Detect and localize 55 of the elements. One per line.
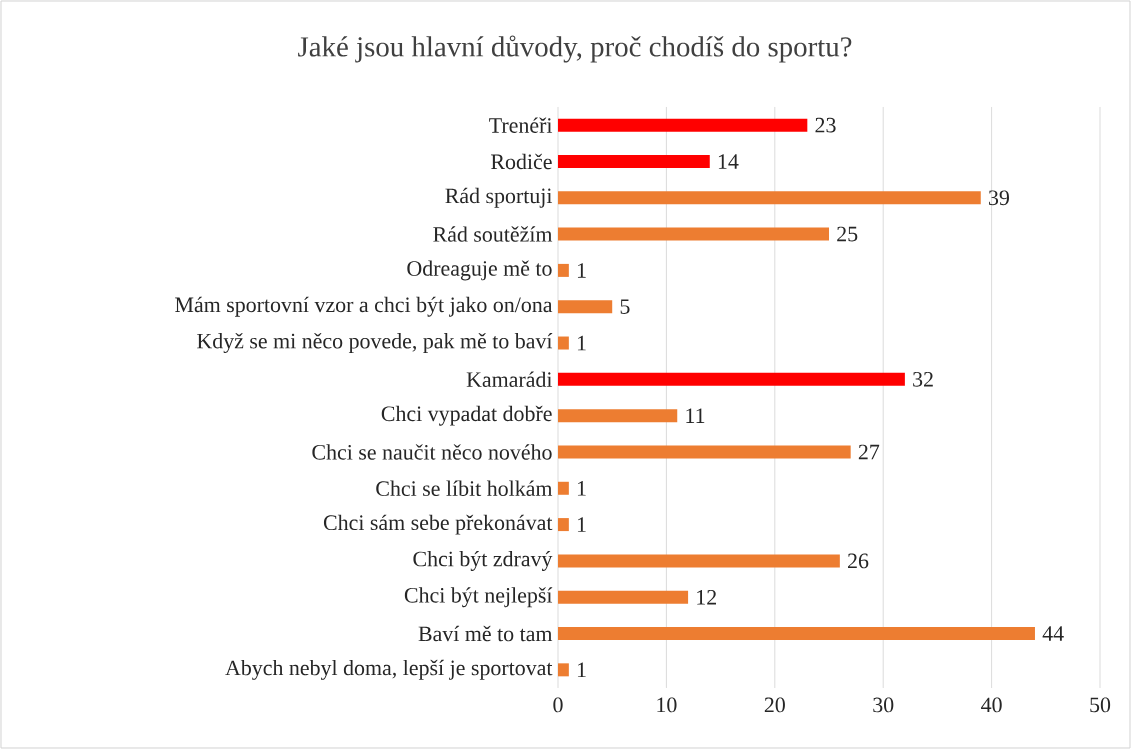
bar [558,481,569,495]
bar [558,154,710,168]
x-tick-label: 20 [764,697,785,713]
x-tick-label: 10 [657,697,677,713]
y-tick-label: Odreaguje mě to [407,260,552,281]
y-tick-label: Chci být nejlepší [404,587,553,608]
y-tick-label: Rodiče [491,153,552,170]
data-label: 1 [577,481,586,496]
y-tick-label: Baví mě to tam [418,625,553,642]
data-label: 5 [620,299,630,314]
data-label: 25 [837,226,858,242]
x-tick-label: 40 [981,697,1002,713]
data-label: 26 [848,553,869,569]
bar [558,191,981,205]
bar [558,227,830,241]
y-tick-label: Rád soutěžím [433,226,553,242]
data-label: 1 [577,662,586,678]
bar [558,263,569,277]
data-label: 1 [577,517,586,532]
bar [558,554,840,568]
y-tick-label: Mám sportovní vzor a chci být jako on/ona [175,296,553,317]
data-label: 1 [577,263,586,278]
y-tick-label: Chci být zdravý [413,550,553,571]
chart-title: Jaké jsou hlavní důvody, proč chodíš do sportu? [298,35,852,63]
x-tick-label: 50 [1090,697,1111,713]
y-tick-label: Abych nebyl doma, lepší je sportovat [225,659,553,680]
data-label: 14 [718,154,739,169]
bar [558,445,851,459]
bar [558,118,808,132]
bar [558,300,613,314]
bar [558,663,569,677]
data-label: 32 [913,371,933,387]
x-tick-label: 0 [553,697,563,713]
bar [558,372,905,386]
data-label: 1 [577,335,586,351]
bar [558,590,689,604]
bar [558,336,569,350]
data-label: 11 [686,408,705,423]
bar [558,518,569,532]
data-label: 44 [1042,626,1064,641]
bar [558,627,1035,641]
y-tick-label: Rád sportuji [445,187,553,208]
bar [558,409,678,423]
y-tick-label: Chci vypadat dobře [381,405,552,426]
y-tick-label: Chci se líbit holkám [376,480,553,496]
data-label: 12 [697,589,716,605]
y-tick-label: Trenéři [489,117,553,133]
x-tick-label: 30 [873,697,894,713]
data-label: 23 [815,117,836,133]
data-label: 39 [989,190,1009,206]
y-tick-label: Kamarádi [466,371,553,388]
y-tick-label: Když se mi něco povede, pak mě to baví [197,333,553,354]
y-tick-label: Chci sám sebe překonávat [323,514,553,535]
data-label: 27 [858,444,880,460]
y-tick-label: Chci se naučit něco nového [312,444,552,460]
